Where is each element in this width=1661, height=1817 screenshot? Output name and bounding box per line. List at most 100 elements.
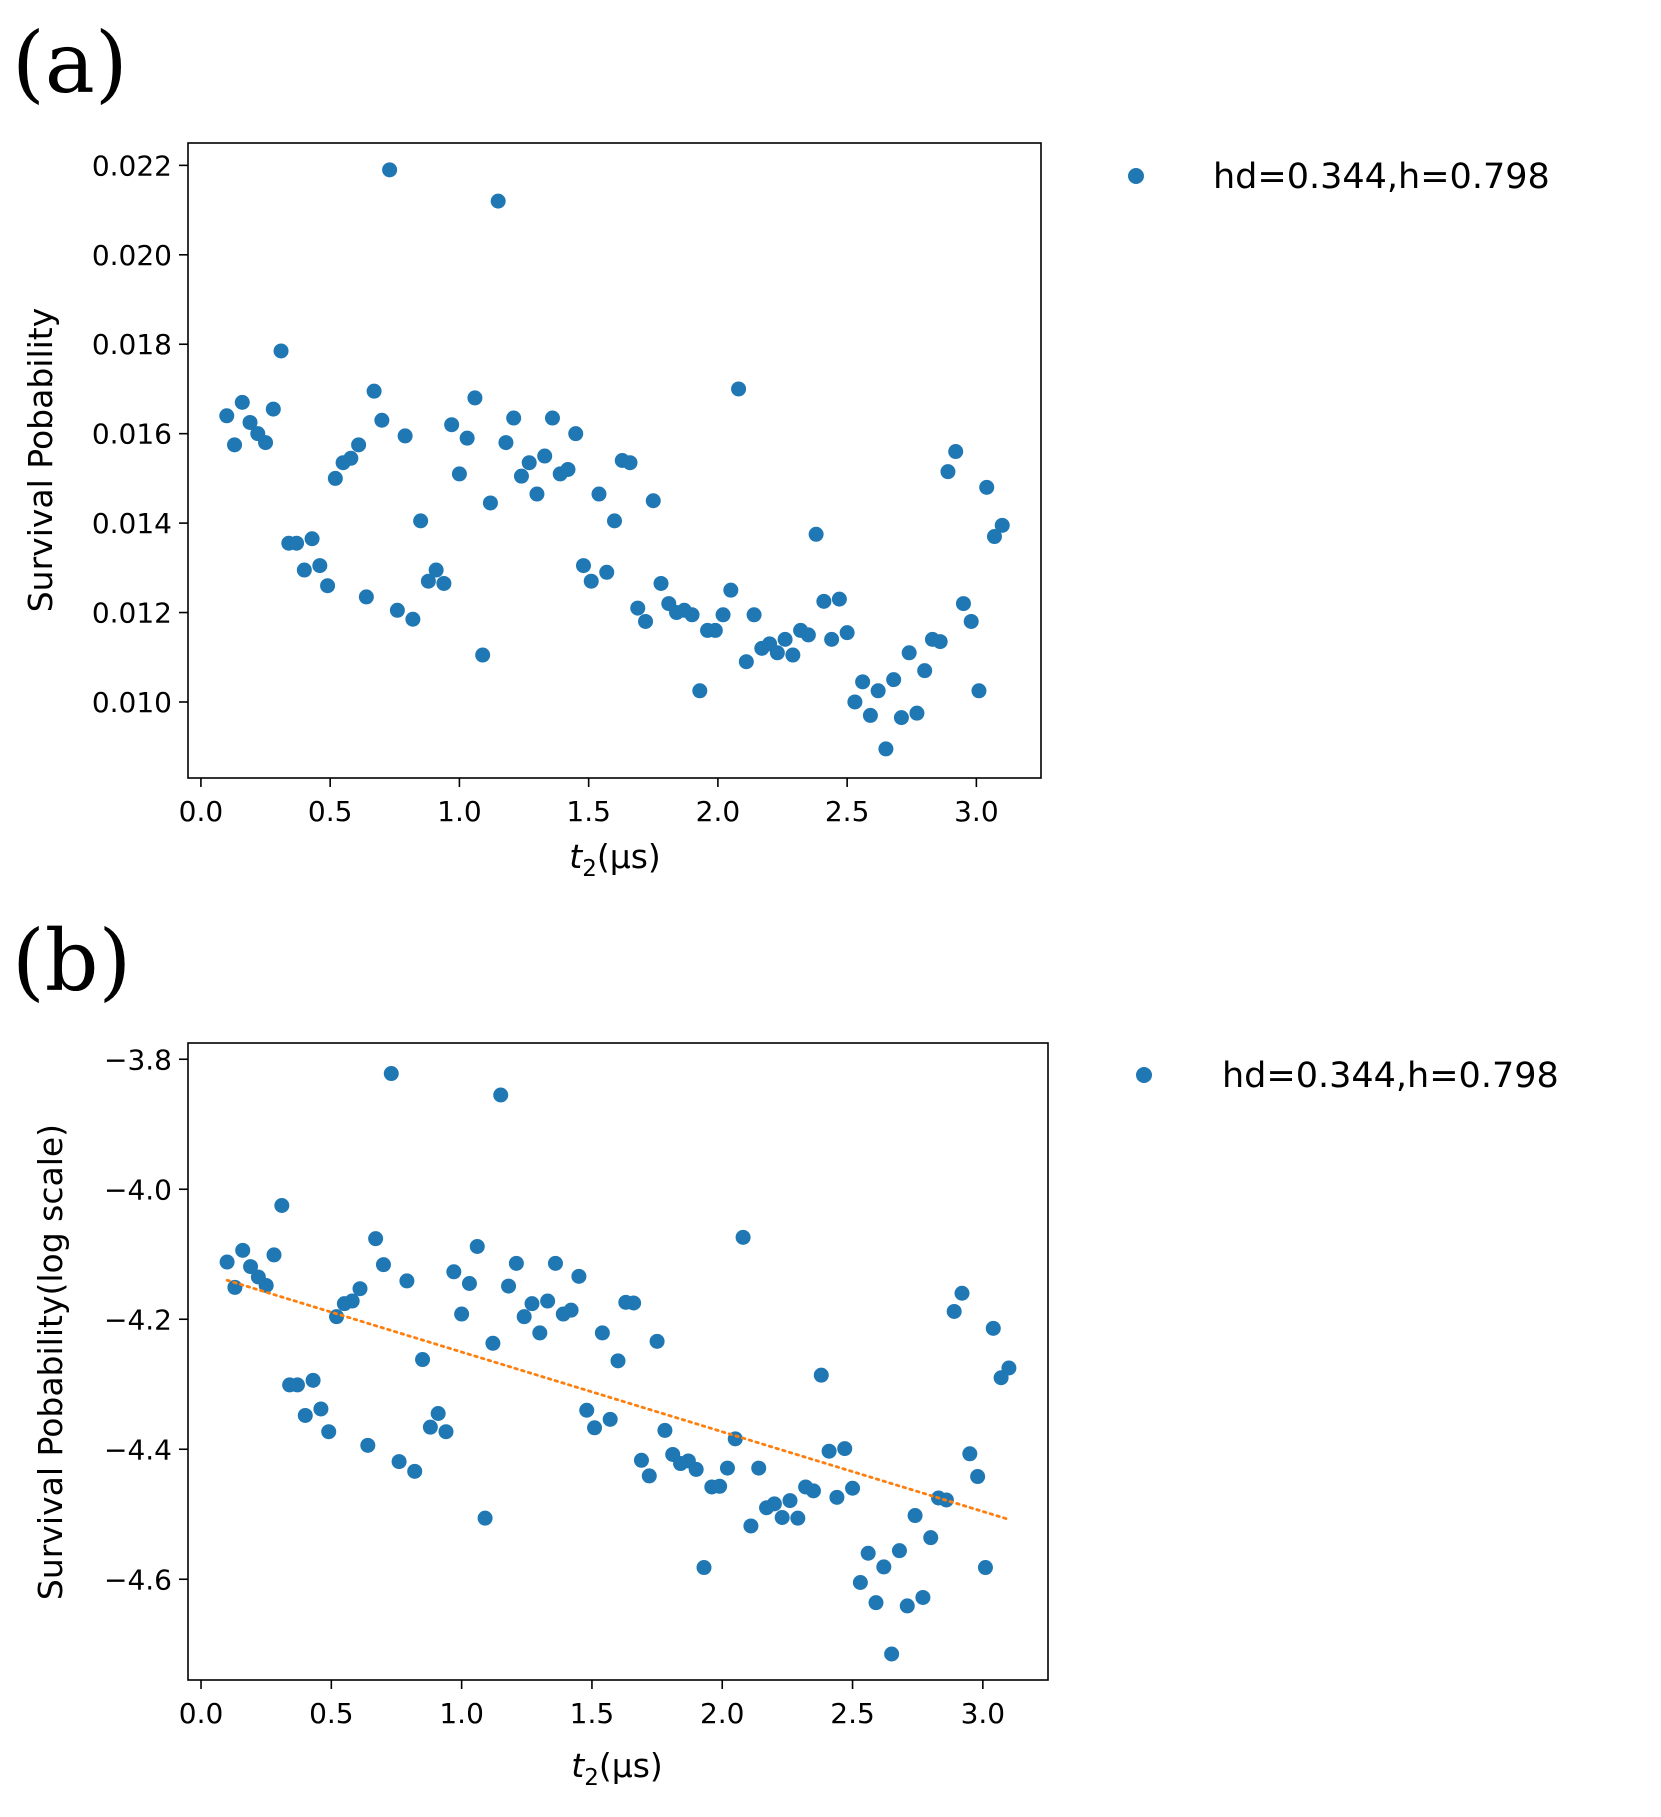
data-point xyxy=(862,707,878,723)
chart-panel-b: (b) 0.0 0.5 1.0 1.5 2.0 2.5 3.0 −4.6 −4.4 −4.2 −4.0… xyxy=(12,912,1559,1791)
data-point xyxy=(985,1320,1001,1336)
data-point xyxy=(575,558,591,574)
x-tick-label: 2.5 xyxy=(830,1697,875,1730)
data-point xyxy=(821,1443,837,1459)
data-point xyxy=(622,455,638,471)
data-point xyxy=(831,591,847,607)
data-point xyxy=(587,1420,603,1436)
data-point xyxy=(738,654,754,670)
data-point xyxy=(444,417,460,433)
data-point xyxy=(297,1407,313,1423)
data-point xyxy=(343,450,359,466)
data-point xyxy=(422,1419,438,1435)
data-point xyxy=(451,466,467,482)
y-tick-label: −4.2 xyxy=(104,1303,172,1336)
data-point xyxy=(816,593,832,609)
data-point xyxy=(296,562,312,578)
data-point xyxy=(563,1302,579,1318)
x-axis-title-unit: (μs) xyxy=(597,837,661,876)
legend-marker xyxy=(1136,1067,1152,1083)
data-point xyxy=(855,674,871,690)
x-tick-label: 1.0 xyxy=(437,795,482,828)
x-tick-label: 2.0 xyxy=(696,795,741,828)
data-point xyxy=(413,513,429,529)
data-point xyxy=(751,1460,767,1476)
data-point xyxy=(813,1367,829,1383)
data-point xyxy=(375,1257,391,1273)
data-point xyxy=(948,444,964,460)
data-point xyxy=(454,1306,470,1322)
plot-frame xyxy=(187,142,1042,779)
data-point xyxy=(790,1510,806,1526)
data-point xyxy=(320,578,336,594)
data-point xyxy=(506,410,522,426)
data-point xyxy=(560,461,576,477)
data-point xyxy=(498,435,514,451)
data-point xyxy=(1001,1360,1017,1376)
data-point xyxy=(839,625,855,641)
data-point xyxy=(970,1469,986,1485)
x-tick-label: 0.0 xyxy=(179,795,224,828)
data-point xyxy=(878,741,894,757)
x-tick-label: 1.0 xyxy=(439,1697,484,1730)
data-point xyxy=(688,1461,704,1477)
data-point xyxy=(513,468,529,484)
data-point xyxy=(475,647,491,663)
data-point xyxy=(932,634,948,650)
x-axis-title-sub: 2 xyxy=(584,1765,599,1791)
x-tick-label: 0.0 xyxy=(179,1697,224,1730)
data-point xyxy=(899,1598,915,1614)
data-point xyxy=(544,410,560,426)
chart-panel-a: (a) 0.0 0.5 1.0 1.5 2.0 2.5 3.0 0.010 0.012 0.014 0… xyxy=(12,14,1550,882)
data-point xyxy=(405,611,421,627)
data-point xyxy=(707,622,723,638)
data-point xyxy=(529,486,545,502)
data-point xyxy=(800,627,816,643)
data-point xyxy=(540,1293,556,1309)
data-point xyxy=(374,412,390,428)
data-point xyxy=(467,390,483,406)
data-point xyxy=(876,1559,892,1575)
data-point xyxy=(383,1066,399,1082)
data-point xyxy=(289,535,305,551)
data-point xyxy=(219,408,235,424)
data-point xyxy=(657,1422,673,1438)
data-point xyxy=(482,495,498,511)
data-point xyxy=(446,1264,462,1280)
data-point xyxy=(712,1478,728,1494)
data-point xyxy=(312,558,328,574)
data-point xyxy=(979,479,995,495)
data-point xyxy=(289,1377,305,1393)
data-point xyxy=(971,683,987,699)
y-tick-label: −3.8 xyxy=(104,1043,172,1076)
data-point xyxy=(591,486,607,502)
data-point xyxy=(485,1335,501,1351)
data-point xyxy=(243,1259,259,1275)
y-tick-label: 0.022 xyxy=(92,149,172,182)
legend-marker xyxy=(1128,168,1144,184)
x-axis-title-var: t xyxy=(571,1746,585,1785)
data-point xyxy=(219,1254,235,1270)
data-point xyxy=(645,493,661,509)
data-point xyxy=(532,1325,548,1341)
data-point xyxy=(571,1268,587,1284)
data-point xyxy=(477,1510,493,1526)
data-point xyxy=(568,426,584,442)
data-point xyxy=(537,448,553,464)
panel-label: (b) xyxy=(12,912,131,1010)
data-point xyxy=(891,1543,907,1559)
data-point xyxy=(684,607,700,623)
data-point xyxy=(962,1446,978,1462)
data-point xyxy=(258,435,274,451)
data-point xyxy=(886,672,902,688)
data-point xyxy=(438,1424,454,1440)
x-tick-label: 0.5 xyxy=(308,795,353,828)
data-point xyxy=(766,1496,782,1512)
x-tick-label: 3.0 xyxy=(954,795,999,828)
data-point xyxy=(860,1545,876,1561)
data-point xyxy=(436,575,452,591)
data-point xyxy=(391,1454,407,1470)
data-point xyxy=(808,526,824,542)
data-point xyxy=(327,470,343,486)
y-tick-label: −4.6 xyxy=(104,1563,172,1596)
